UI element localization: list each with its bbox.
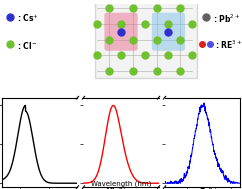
Text: : Pb$^{2+}$: : Pb$^{2+}$ (213, 12, 241, 25)
FancyBboxPatch shape (152, 13, 185, 51)
Text: Yb$^{3+}$: Yb$^{3+}$ (106, 186, 128, 189)
Text: : Cs$^{+}$: : Cs$^{+}$ (17, 12, 38, 24)
Text: : Cl$^{-}$: : Cl$^{-}$ (17, 40, 37, 51)
Text: : RE$^{3+}$: : RE$^{3+}$ (215, 39, 242, 51)
FancyBboxPatch shape (104, 13, 138, 51)
FancyBboxPatch shape (95, 2, 197, 77)
Text: Er$^{3+}$: Er$^{3+}$ (199, 186, 219, 189)
Text: Wavelength (nm): Wavelength (nm) (91, 181, 151, 187)
